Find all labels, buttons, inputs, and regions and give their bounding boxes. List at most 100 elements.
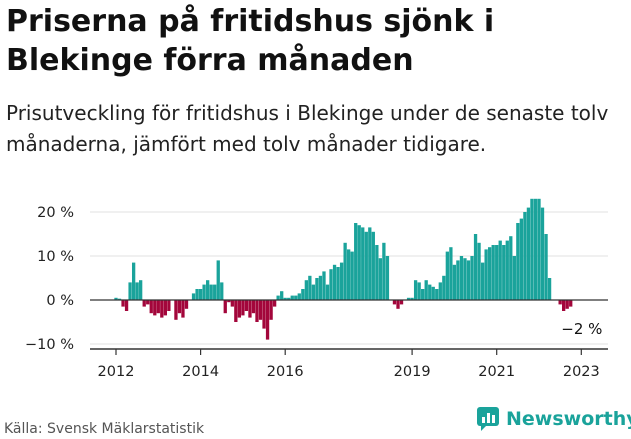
bar bbox=[354, 223, 358, 300]
bar bbox=[220, 282, 224, 300]
bar bbox=[382, 242, 386, 300]
bar bbox=[495, 245, 499, 300]
bar bbox=[114, 297, 118, 300]
bar bbox=[198, 289, 203, 300]
bar bbox=[410, 297, 414, 300]
source-note: Källa: Svensk Mäklarstatistik bbox=[4, 421, 205, 437]
bar bbox=[526, 207, 531, 300]
bar bbox=[209, 284, 213, 300]
bar bbox=[223, 300, 227, 314]
bar bbox=[124, 300, 129, 311]
bar bbox=[163, 300, 168, 316]
bar bbox=[191, 293, 196, 300]
newsworthy-logo[interactable]: Newsworthy bbox=[476, 406, 631, 432]
bar bbox=[502, 245, 506, 300]
bar bbox=[265, 300, 270, 340]
bar bbox=[336, 267, 340, 300]
bar bbox=[304, 280, 308, 300]
bar bbox=[121, 300, 125, 307]
bar bbox=[206, 280, 210, 300]
bar bbox=[477, 242, 481, 300]
bar bbox=[332, 264, 337, 300]
bar bbox=[153, 300, 157, 316]
bar bbox=[544, 234, 548, 300]
bar bbox=[283, 297, 287, 300]
bar bbox=[131, 262, 136, 300]
bar bbox=[301, 289, 305, 300]
bar bbox=[329, 269, 333, 300]
bar bbox=[392, 300, 397, 305]
bar bbox=[117, 298, 122, 300]
bar bbox=[350, 251, 354, 300]
bar bbox=[558, 300, 562, 305]
bar bbox=[466, 260, 471, 300]
brand-name: Newsworthy bbox=[506, 408, 631, 430]
bar bbox=[230, 300, 234, 307]
bars bbox=[114, 198, 573, 340]
bar bbox=[322, 271, 326, 300]
bar bbox=[406, 297, 411, 300]
bar bbox=[547, 278, 552, 300]
bar bbox=[325, 284, 330, 300]
axes: −10 % 0 % 10 % 20 % 2012 2014 2016 2019 2021 2023 bbox=[25, 205, 608, 380]
bar bbox=[272, 300, 277, 307]
bar bbox=[184, 300, 189, 309]
bar bbox=[241, 300, 245, 316]
newsworthy-logo-icon bbox=[477, 407, 499, 431]
x-tick-label: 2016 bbox=[267, 364, 304, 380]
bar bbox=[339, 262, 344, 300]
bar bbox=[424, 280, 428, 300]
bar bbox=[237, 300, 242, 318]
bar bbox=[297, 293, 301, 300]
bar bbox=[343, 242, 347, 300]
bar bbox=[371, 231, 375, 300]
bar bbox=[364, 231, 368, 300]
bar bbox=[399, 300, 404, 305]
bar bbox=[565, 300, 569, 309]
bar bbox=[269, 300, 273, 320]
bar bbox=[385, 256, 390, 300]
bar bbox=[537, 198, 541, 300]
bar bbox=[262, 300, 266, 329]
chart-title: Priserna på fritidshus sjönk i Blekinge … bbox=[6, 4, 495, 78]
bar bbox=[533, 198, 538, 300]
x-tick-label: 2023 bbox=[563, 364, 600, 380]
bar bbox=[375, 245, 379, 300]
bar bbox=[449, 247, 453, 300]
bar bbox=[258, 300, 263, 320]
bar bbox=[361, 227, 365, 300]
bar bbox=[177, 300, 182, 314]
x-tick-label: 2012 bbox=[98, 364, 135, 380]
bar bbox=[523, 212, 527, 300]
bar bbox=[290, 295, 294, 300]
bar bbox=[280, 291, 284, 300]
bar bbox=[456, 260, 460, 300]
y-tick-label: 10 % bbox=[37, 249, 74, 265]
x-tick-label: 2014 bbox=[182, 364, 219, 380]
bar bbox=[308, 275, 312, 300]
bar bbox=[213, 284, 217, 300]
bar bbox=[452, 264, 457, 300]
bar bbox=[421, 289, 425, 300]
x-tick-label: 2021 bbox=[478, 364, 515, 380]
bar bbox=[473, 234, 478, 300]
bar bbox=[470, 256, 474, 300]
bar bbox=[234, 300, 238, 322]
bar bbox=[167, 300, 171, 311]
bar bbox=[491, 245, 495, 300]
bar bbox=[438, 282, 442, 300]
bar bbox=[139, 280, 143, 300]
bar bbox=[156, 300, 160, 314]
x-tick-label: 2019 bbox=[394, 364, 431, 380]
bar bbox=[142, 300, 146, 307]
bar bbox=[512, 256, 516, 300]
bar bbox=[519, 218, 524, 300]
bar bbox=[498, 240, 502, 300]
bar bbox=[276, 295, 280, 300]
bar bbox=[146, 300, 150, 305]
bar bbox=[248, 300, 252, 318]
bar bbox=[202, 284, 206, 300]
bar bbox=[357, 225, 361, 300]
bar bbox=[174, 300, 178, 320]
